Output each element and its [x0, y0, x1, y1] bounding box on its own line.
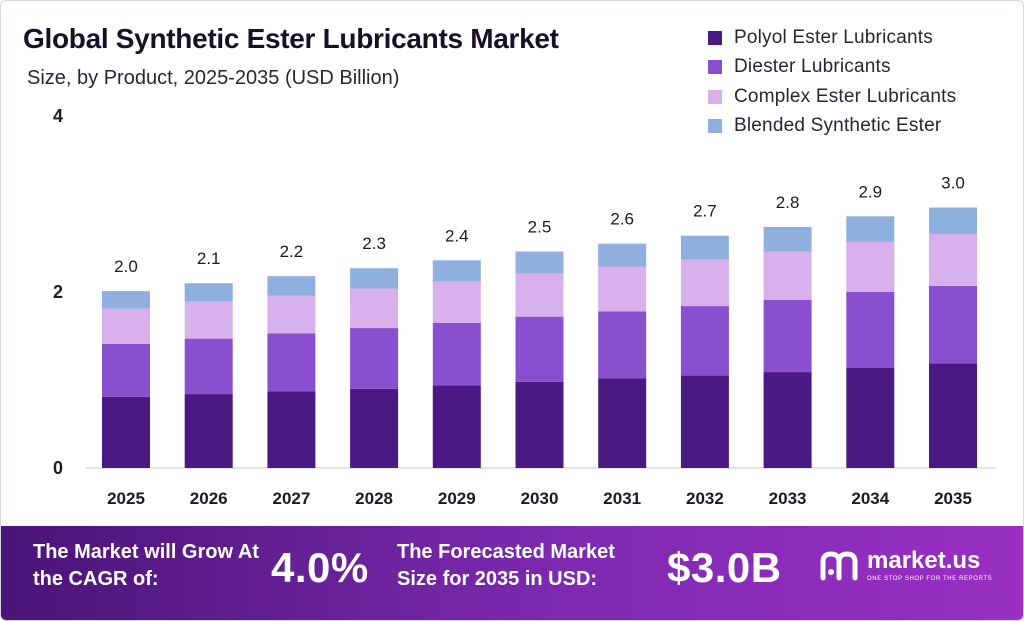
legend-label: Diester Lubricants [734, 56, 891, 78]
bar-segment [184, 301, 233, 339]
logo-tagline: ONE STOP SHOP FOR THE REPORTS [867, 575, 993, 582]
cagr-value: 4.0% [271, 544, 369, 591]
x-tick-label: 2033 [769, 489, 807, 508]
y-tick-label: 2 [53, 282, 63, 302]
x-tick-label: 2032 [686, 489, 724, 508]
x-tick-label: 2026 [190, 489, 228, 508]
bar-segment [598, 311, 647, 379]
bar-segment [929, 285, 977, 364]
legend-item: Polyol Ester Lubricants [708, 23, 956, 53]
bar-segment [846, 367, 895, 468]
bar-segment [515, 316, 564, 382]
logo-name: market.us [867, 546, 981, 574]
legend-item: Diester Lubricants [708, 53, 956, 83]
legend-label: Polyol Ester Lubricants [734, 26, 933, 48]
market-us-logo-icon [820, 551, 858, 581]
bar-segment [184, 394, 233, 468]
chart-subtitle: Size, by Product, 2025-2035 (USD Billion… [27, 67, 400, 89]
bar-segment [184, 338, 233, 395]
bar-total-label: 2.1 [197, 249, 221, 268]
bar-segment [846, 241, 895, 292]
x-tick-label: 2034 [851, 489, 889, 508]
bar-total-label: 2.9 [858, 182, 882, 201]
bar-total-label: 2.0 [114, 257, 138, 276]
x-tick-label: 2025 [107, 489, 145, 508]
chart-title: Global Synthetic Ester Lubricants Market [23, 23, 559, 54]
x-tick-label: 2028 [355, 489, 393, 508]
chart-legend: Polyol Ester Lubricants Diester Lubricant… [708, 23, 956, 141]
market-us-logo: market.us ONE STOP SHOP FOR THE REPORTS [819, 548, 992, 582]
bar-segment [680, 259, 729, 307]
bar-segment [763, 299, 812, 373]
bar-total-label: 2.8 [776, 193, 800, 212]
bar-total-label: 2.6 [610, 210, 634, 229]
bar-segment [763, 226, 812, 252]
bar-segment [929, 363, 977, 468]
legend-swatch [708, 89, 722, 104]
y-tick-label: 4 [53, 106, 63, 126]
bar-segment [680, 235, 729, 260]
bar-segment [267, 391, 316, 468]
bar-segment [680, 375, 729, 468]
x-tick-label: 2027 [272, 489, 310, 508]
bar-segment [432, 281, 481, 323]
bar-total-label: 2.2 [280, 242, 304, 261]
bar-segment [432, 322, 481, 386]
bar-segment [929, 233, 977, 286]
bar-segment [515, 381, 564, 468]
bar-total-label: 2.4 [445, 226, 469, 245]
cagr-text: The Market will Grow At the CAGR of: [33, 541, 259, 590]
bar-segment [184, 283, 233, 302]
bar-segment [267, 276, 316, 296]
legend-label: Blended Synthetic Ester [734, 115, 942, 137]
bar-segment [680, 306, 729, 376]
bar-total-label: 2.7 [693, 202, 717, 221]
bar-segment [102, 343, 150, 397]
x-tick-label: 2030 [521, 489, 559, 508]
legend-label: Complex Ester Lubricants [734, 85, 957, 107]
x-tick-label: 2035 [934, 489, 972, 508]
bar-segment [350, 328, 399, 389]
bar-segment [598, 266, 647, 312]
bar-total-label: 3.0 [941, 174, 965, 193]
bar-segment [267, 333, 316, 392]
bar-segment [267, 295, 316, 334]
stacked-bar-chart: 0 2 4 2.0 2025 2.1 2026 2.2 2027 2.3 2028 2.4 2029 2.… [53, 106, 996, 508]
bar-segment [598, 378, 647, 468]
bar-segment [846, 216, 895, 242]
bar-segment [350, 388, 399, 468]
bar-segment [432, 260, 481, 282]
bar-total-label: 2.5 [528, 218, 552, 237]
legend-swatch [708, 60, 722, 75]
bar-segment [102, 291, 150, 309]
bar-segment [350, 268, 399, 289]
bar-segment [763, 251, 812, 300]
summary-banner: The Market will Grow At the CAGR of: 4.0… [1, 526, 1023, 620]
bar-segment [102, 396, 150, 468]
bar-total-label: 2.3 [362, 234, 386, 253]
legend-item: Blended Synthetic Ester [708, 112, 956, 142]
legend-swatch [708, 30, 722, 45]
bar-segment [515, 273, 564, 317]
bar-segment [929, 207, 977, 234]
bar-segment [350, 288, 399, 329]
y-tick-label: 0 [53, 458, 63, 478]
bar-segment [598, 243, 647, 267]
forecast-text: The Forecasted Market Size for 2035 in U… [397, 541, 615, 590]
legend-item: Complex Ester Lubricants [708, 82, 956, 112]
bar-segment [432, 385, 481, 468]
bar-segment [515, 251, 564, 274]
bar-segment [763, 372, 812, 468]
x-tick-label: 2029 [438, 489, 476, 508]
x-tick-label: 2031 [603, 489, 641, 508]
bar-segment [102, 308, 150, 344]
bar-segment [846, 292, 895, 368]
forecast-value: $3.0B [667, 544, 782, 591]
legend-swatch [708, 119, 722, 134]
